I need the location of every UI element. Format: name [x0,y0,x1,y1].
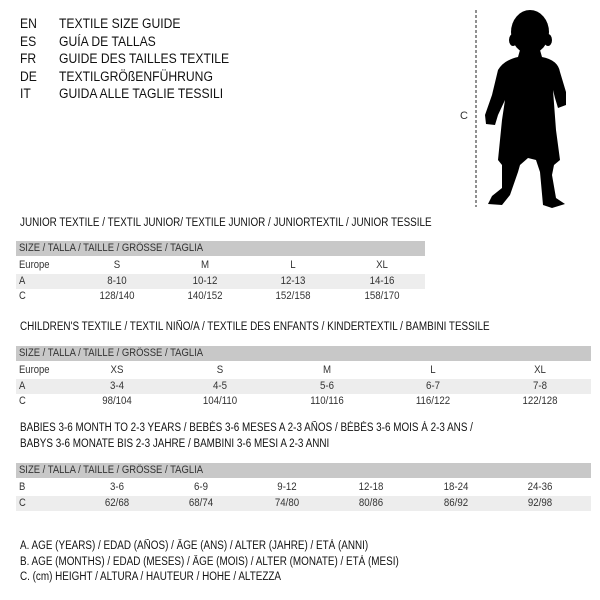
children-size-table: SIZE / TALLA / TAILLE / GRÖSSE / TAGLIA E… [16,346,591,410]
legend-item: C. (cm) HEIGHT / ALTURA / HAUTEUR / HÖHE… [20,571,282,583]
table-header-label: SIZE / TALLA / TAILLE / GRÖSSE / TAGLIA [19,464,204,476]
table-cell: 18-24 [443,481,469,493]
table-cell: 80/86 [358,496,384,509]
language-title: GUIDE DES TAILLES TEXTILE [59,51,230,66]
table-cell: 140/152 [187,290,223,302]
table-cell: L [290,259,296,271]
table-cell: 68/74 [188,496,214,509]
table-header: SIZE / TALLA / TAILLE / GRÖSSE / TAGLIA [16,346,591,361]
table-cell: 5-6 [320,379,334,392]
table-row: Europe S M L XL [16,258,425,274]
babies-size-table: SIZE / TALLA / TAILLE / GRÖSSE / TAGLIA B… [16,463,591,511]
table-cell: 116/122 [415,395,451,407]
legend-item: A. AGE (YEARS) / EDAD (AÑOS) / ÂGE (ANS)… [20,540,369,552]
language-title: GUIDA ALLE TAGLIE TESSILI [59,86,224,101]
table-cell: 4-5 [213,379,227,392]
table-row: Europe XS S M L XL [16,363,591,379]
junior-size-table: SIZE / TALLA / TAILLE / GRÖSSE / TAGLIA E… [16,241,425,305]
table-cell: 10-12 [192,274,218,287]
table-cell: 74/80 [274,496,300,509]
table-cell: 8-10 [107,274,127,287]
table-row: A 8-10 10-12 12-13 14-16 [16,273,425,289]
junior-title: JUNIOR TEXTILE / TEXTIL JUNIOR/ TEXTILE … [20,217,432,229]
table-cell: 7-8 [533,379,547,392]
row-label: C [19,395,26,407]
language-code: EN [20,16,37,31]
table-cell: 14-16 [369,274,395,287]
table-cell: 158/170 [364,290,400,302]
language-title: GUÍA DE TALLAS [59,33,156,49]
table-row: C 62/68 68/74 74/80 80/86 86/92 92/98 [16,495,591,511]
language-title: TEXTILGRÖßENFÜHRUNG [59,68,213,84]
legend-item: B. AGE (MONTHS) / EDAD (MESES) / ÂGE (MO… [20,555,399,568]
table-cell: 6-9 [194,481,208,493]
table-cell: 9-12 [277,481,297,493]
table-cell: 62/68 [104,496,130,509]
row-label: C [19,496,26,509]
table-cell: S [216,364,224,376]
children-title: CHILDREN'S TEXTILE / TEXTIL NIÑO/A / TEX… [20,321,490,333]
child-silhouette-icon [475,10,566,208]
language-code: FR [20,51,37,66]
table-cell: 6-7 [426,379,440,392]
table-cell: 12-13 [280,274,306,287]
babies-title-line2: BABYS 3-6 MONATE BIS 2-3 JAHRE / BAMBINI… [20,438,330,450]
table-cell: 3-6 [110,481,124,493]
table-cell: 98/104 [102,395,132,407]
table-cell: 86/92 [443,496,469,509]
table-cell: 128/140 [99,290,135,302]
table-header-label: SIZE / TALLA / TAILLE / GRÖSSE / TAGLIA [19,242,204,254]
table-row: B 3-6 6-9 9-12 12-18 18-24 24-36 [16,480,591,496]
table-cell: 92/98 [527,496,553,509]
language-code: IT [20,86,31,101]
language-code: DE [20,68,37,84]
row-label: C [19,290,26,302]
table-cell: S [113,259,121,271]
table-cell: 152/158 [275,290,311,302]
table-cell: L [430,364,436,376]
table-row: C 128/140 140/152 152/158 158/170 [16,289,425,305]
table-cell: 3-4 [110,379,124,392]
row-label: B [19,481,26,493]
table-row: C 98/104 104/110 110/116 116/122 122/128 [16,394,591,410]
table-cell: 104/110 [202,395,238,407]
babies-title-line1: BABIES 3-6 MONTH TO 2-3 YEARS / BEBÉS 3-… [20,422,473,434]
language-title: TEXTILE SIZE GUIDE [59,16,181,31]
table-cell: 122/128 [522,395,558,407]
table-cell: XS [110,364,124,376]
row-label: Europe [19,364,50,376]
table-cell: M [200,259,210,271]
figure-label: C [460,110,468,122]
table-cell: XL [376,259,388,271]
table-cell: 110/116 [310,395,344,407]
row-label: Europe [19,259,50,271]
table-cell: M [322,364,332,376]
language-code: ES [20,33,37,49]
table-header: SIZE / TALLA / TAILLE / GRÖSSE / TAGLIA [16,241,425,256]
table-cell: XL [534,364,546,376]
table-header: SIZE / TALLA / TAILLE / GRÖSSE / TAGLIA [16,463,591,478]
row-label: A [19,274,26,287]
table-header-label: SIZE / TALLA / TAILLE / GRÖSSE / TAGLIA [19,347,204,359]
row-label: A [19,379,26,392]
table-cell: 12-18 [358,481,384,493]
table-row: A 3-4 4-5 5-6 6-7 7-8 [16,378,591,394]
table-cell: 24-36 [527,481,553,493]
